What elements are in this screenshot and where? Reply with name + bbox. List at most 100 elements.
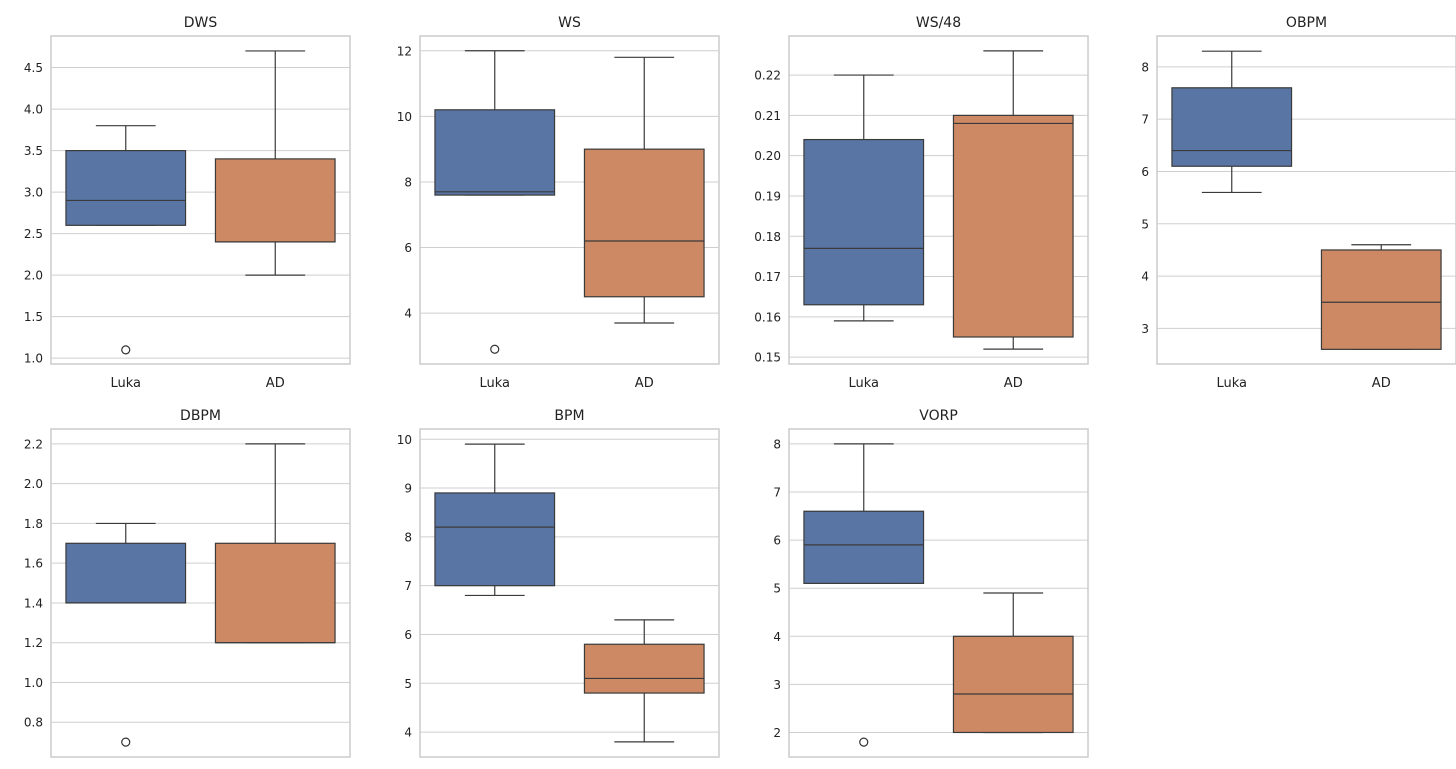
iqr-box — [952, 114, 1074, 338]
box-luka — [803, 74, 925, 322]
iqr-box — [1171, 87, 1293, 167]
panel-dbpm: 0.8 1.0 1.2 1.4 1.6 1.8 2.0 2.2 DBPM — [24, 408, 351, 758]
y-tick-label: 7 — [1141, 113, 1149, 127]
box-ad — [214, 50, 336, 276]
y-tick-label: 0.17 — [754, 270, 781, 284]
x-category-label: Luka — [848, 376, 879, 391]
x-category-label: AD — [635, 376, 654, 391]
y-tick-label: 4 — [773, 630, 781, 644]
y-tick-label: 4 — [1141, 270, 1149, 284]
x-category-label: AD — [1372, 376, 1391, 391]
y-tick-label: 1.5 — [24, 310, 43, 324]
y-tick-label: 7 — [404, 579, 412, 593]
iqr-box — [803, 510, 925, 584]
x-category-label: AD — [1004, 376, 1023, 391]
y-tick-label: 10 — [397, 110, 412, 124]
y-tick-label: 3.5 — [24, 144, 43, 158]
box-ad — [583, 56, 705, 324]
iqr-box — [65, 542, 187, 604]
iqr-box — [214, 158, 336, 243]
y-tick-label: 0.21 — [754, 109, 781, 123]
y-tick-label: 3 — [1141, 322, 1149, 336]
iqr-box — [952, 635, 1074, 734]
panel-ws-48: 0.15 0.16 0.17 0.18 0.19 0.20 0.21 0.22 Luka AD WS… — [754, 15, 1089, 391]
box-luka — [434, 50, 556, 354]
y-tick-label: 0.20 — [754, 149, 781, 163]
y-tick-label: 1.8 — [24, 517, 43, 531]
y-tick-label: 1.2 — [24, 636, 43, 650]
y-tick-label: 4 — [404, 307, 412, 321]
chart-title: DWS — [184, 15, 218, 31]
y-tick-label: 5 — [773, 582, 781, 596]
y-tick-label: 0.18 — [754, 230, 781, 244]
box-luka — [1171, 50, 1293, 194]
x-category-label: AD — [266, 376, 285, 391]
chart-title: DBPM — [180, 408, 221, 424]
y-tick-label: 0.19 — [754, 189, 781, 203]
iqr-box — [434, 109, 556, 196]
y-tick-label: 0.22 — [754, 69, 781, 83]
y-tick-label: 8 — [773, 437, 781, 451]
axes-frame — [50, 35, 351, 365]
box-ad — [952, 50, 1074, 350]
chart-title: OBPM — [1286, 15, 1327, 31]
y-tick-label: 2.2 — [24, 437, 43, 451]
y-tick-label: 12 — [397, 44, 412, 58]
axes-frame — [788, 428, 1089, 758]
y-tick-label: 0.15 — [754, 351, 781, 365]
y-tick-label: 0.16 — [754, 310, 781, 324]
y-tick-label: 8 — [404, 530, 412, 544]
chart-title: WS/48 — [916, 15, 961, 31]
outlier-point — [859, 737, 869, 747]
y-tick-label: 7 — [773, 486, 781, 500]
y-tick-label: 2.0 — [24, 477, 43, 491]
iqr-box — [65, 149, 187, 226]
panel-vorp: 2 3 4 5 6 7 8 VORP — [773, 408, 1089, 758]
iqr-box — [583, 148, 705, 298]
y-tick-label: 6 — [1141, 165, 1149, 179]
axes-frame — [50, 428, 351, 758]
box-luka — [65, 125, 187, 355]
iqr-box — [1320, 249, 1442, 350]
panel-ws: 4 6 8 10 12 Luka AD WS — [397, 15, 720, 391]
y-tick-label: 4.0 — [24, 103, 43, 117]
chart-title: WS — [558, 15, 581, 31]
plot-area — [420, 429, 719, 757]
iqr-box — [583, 643, 705, 694]
y-tick-label: 6 — [773, 534, 781, 548]
axes-frame — [788, 35, 1089, 365]
y-tick-label: 9 — [404, 482, 412, 496]
y-tick-label: 3.0 — [24, 186, 43, 200]
y-tick-label: 1.0 — [24, 352, 43, 366]
y-tick-label: 10 — [397, 433, 412, 447]
outlier-point — [121, 737, 131, 747]
iqr-box — [214, 542, 336, 644]
box-ad — [583, 619, 705, 743]
axes-frame — [1156, 35, 1456, 365]
y-tick-label: 0.8 — [24, 716, 43, 730]
y-tick-label: 8 — [404, 175, 412, 189]
box-ad — [1320, 244, 1442, 350]
y-tick-label: 2.0 — [24, 269, 43, 283]
outlier-point — [490, 344, 500, 354]
outlier-point — [121, 345, 131, 355]
box-ad — [214, 443, 336, 644]
chart-title: BPM — [554, 408, 584, 424]
y-tick-label: 1.6 — [24, 557, 43, 571]
x-category-label: Luka — [1216, 376, 1247, 391]
y-tick-label: 1.0 — [24, 676, 43, 690]
panel-dws: 1.0 1.5 2.0 2.5 3.0 3.5 4.0 4.5 Luka AD DWS — [24, 15, 351, 391]
iqr-box — [803, 138, 925, 306]
axes-frame — [419, 35, 720, 365]
axes-frame — [419, 428, 720, 758]
y-tick-label: 2 — [773, 726, 781, 740]
y-tick-label: 5 — [404, 677, 412, 691]
y-tick-label: 2.5 — [24, 227, 43, 241]
box-luka — [65, 522, 187, 747]
y-tick-label: 8 — [1141, 60, 1149, 74]
y-tick-label: 1.4 — [24, 596, 43, 610]
box-luka — [803, 443, 925, 747]
y-tick-label: 3 — [773, 678, 781, 692]
